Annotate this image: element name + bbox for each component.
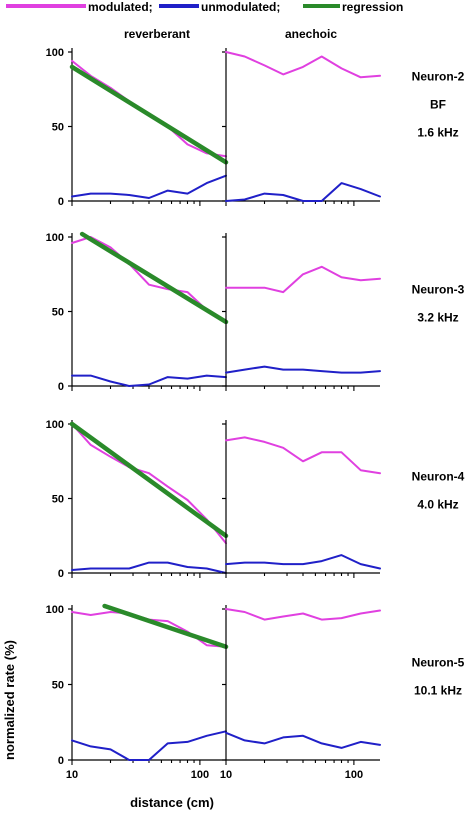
y-tick-label: 0 bbox=[58, 196, 64, 208]
neuron-label: BF bbox=[430, 98, 446, 112]
y-tick-label: 100 bbox=[46, 47, 64, 59]
series-line-modulated bbox=[71, 611, 227, 648]
y-tick-label: 100 bbox=[46, 419, 64, 431]
panel-neuron-3-anechoic bbox=[222, 233, 381, 391]
y-tick-label: 50 bbox=[52, 122, 64, 134]
legend-label-regression: regression bbox=[342, 0, 403, 14]
series-line-unmodulated bbox=[71, 561, 227, 574]
y-axis-label: normalized rate (%) bbox=[2, 640, 17, 760]
panel-neuron-4-reverberant: 0 50 100 bbox=[46, 419, 229, 580]
series-line-regression bbox=[69, 64, 229, 165]
series-line-modulated bbox=[225, 51, 381, 79]
y-tick-label: 50 bbox=[52, 680, 64, 692]
series-line-regression bbox=[79, 231, 229, 325]
series-line-regression bbox=[102, 603, 229, 650]
series-line-modulated bbox=[71, 423, 227, 545]
panel-neuron-2-anechoic bbox=[222, 48, 381, 206]
panel-neuron-5-anechoic: 10 100 bbox=[220, 605, 381, 781]
y-tick-label: 0 bbox=[58, 381, 64, 393]
neuron-label: Neuron-5 bbox=[412, 656, 465, 670]
neuron-label: 3.2 kHz bbox=[417, 311, 458, 325]
series-line-unmodulated bbox=[71, 174, 227, 199]
x-axis-label: distance (cm) bbox=[130, 795, 214, 810]
neuron-label: 10.1 kHz bbox=[414, 684, 462, 698]
neuron-label: Neuron-4 bbox=[412, 470, 465, 484]
y-tick-label: 100 bbox=[46, 604, 64, 616]
legend-label-unmodulated: unmodulated; bbox=[201, 0, 280, 14]
y-tick-label: 50 bbox=[52, 307, 64, 319]
y-tick-label: 0 bbox=[58, 568, 64, 580]
panel-neuron-2-reverberant: 0 50 100 bbox=[46, 47, 229, 208]
panel-neuron-4-anechoic bbox=[222, 420, 381, 578]
series-line-modulated bbox=[225, 265, 381, 294]
x-tick-label: 100 bbox=[345, 769, 363, 781]
x-tick-label: 10 bbox=[220, 769, 232, 781]
legend-label-modulated: modulated; bbox=[88, 0, 153, 14]
panel-neuron-5-reverberant: 0 50 100 10 100 bbox=[46, 603, 229, 781]
legend: modulated; unmodulated; regression bbox=[6, 0, 403, 14]
neuron-label: Neuron-3 bbox=[412, 283, 465, 297]
y-tick-label: 0 bbox=[58, 755, 64, 767]
series-line-modulated bbox=[71, 59, 227, 158]
x-tick-label: 100 bbox=[191, 769, 209, 781]
series-line-unmodulated bbox=[71, 730, 227, 761]
neuron-label: Neuron-2 bbox=[412, 70, 465, 84]
series-line-unmodulated bbox=[71, 374, 227, 387]
series-line-unmodulated bbox=[225, 182, 381, 202]
series-line-unmodulated bbox=[225, 554, 381, 570]
series-line-modulated bbox=[225, 436, 381, 475]
series-line-unmodulated bbox=[225, 365, 381, 374]
x-tick-label: 10 bbox=[66, 769, 78, 781]
column-header-reverberant: reverberant bbox=[124, 27, 190, 41]
neuron-label: 1.6 kHz bbox=[417, 126, 458, 140]
y-tick-label: 100 bbox=[46, 232, 64, 244]
series-line-unmodulated bbox=[225, 731, 381, 749]
series-line-modulated bbox=[225, 608, 381, 621]
neuron-label: 4.0 kHz bbox=[417, 498, 458, 512]
panel-neuron-3-reverberant: 0 50 100 bbox=[46, 231, 229, 393]
y-tick-label: 50 bbox=[52, 494, 64, 506]
series-line-regression bbox=[69, 421, 229, 539]
column-header-anechoic: anechoic bbox=[285, 27, 337, 41]
